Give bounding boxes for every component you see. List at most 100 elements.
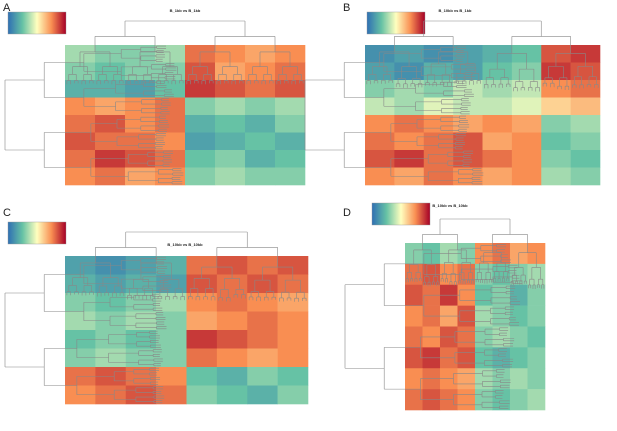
- heatmap-cell: [185, 132, 216, 151]
- heatmap-cell: [186, 367, 218, 386]
- heatmap-cell: [277, 385, 309, 405]
- heatmap-cell: [453, 115, 483, 133]
- heatmap-cell: [156, 367, 187, 386]
- heatmap-cell: [247, 293, 278, 312]
- heatmap-cell: [155, 132, 186, 151]
- heatmap-cell: [570, 97, 601, 116]
- heatmap-cell: [527, 305, 546, 327]
- heatmap-cell: [277, 367, 309, 386]
- heatmap-cell: [405, 305, 423, 327]
- heatmap-cell: [511, 132, 542, 151]
- col-dendrogram: [66, 231, 307, 302]
- heatmap-cell: [155, 150, 186, 168]
- heatmap-cell: [275, 167, 306, 186]
- col-dendrogram: [405, 218, 545, 290]
- row-dendrogram: [304, 45, 484, 185]
- heatmap-cell: [482, 97, 513, 116]
- heatmap-cell: [216, 348, 248, 368]
- heatmap-cell: [275, 97, 306, 116]
- panel-label: D: [343, 207, 351, 219]
- heatmap-cell: [492, 389, 511, 411]
- heatmap-cell: [156, 348, 187, 368]
- heatmap-cell: [215, 80, 246, 98]
- heatmap-cell: [510, 284, 528, 306]
- heatmap-cell: [245, 132, 276, 151]
- heatmap-cell: [215, 115, 246, 133]
- heatmap-cell: [186, 293, 218, 312]
- heatmap-cell: [453, 97, 483, 116]
- heatmap-cell: [482, 115, 513, 133]
- heatmap-cell: [570, 167, 601, 186]
- heatmap-cell: [155, 80, 186, 98]
- heatmap-cell: [457, 389, 476, 411]
- heatmap-cell: [511, 167, 542, 186]
- heatmap-cell: [245, 97, 276, 116]
- heatmap-cell: [216, 256, 248, 275]
- heatmap-cell: [215, 97, 246, 116]
- heatmap-cell: [155, 97, 186, 116]
- heatmap-cell: [527, 389, 546, 411]
- heatmap-cell: [453, 132, 483, 151]
- heatmap-cell: [510, 305, 528, 327]
- heatmap-cell: [65, 115, 96, 133]
- heatmap-cell: [215, 150, 246, 168]
- heatmap-cell: [247, 385, 278, 405]
- heatmap-cell: [185, 115, 216, 133]
- heatmap-cell: [510, 347, 528, 369]
- heatmap-cell: [510, 389, 528, 411]
- heatmap-cell: [541, 115, 571, 133]
- heatmap-cell: [527, 284, 546, 306]
- chart-title: B_10kb vs B_10kb: [167, 242, 203, 247]
- heatmap-cell: [186, 348, 218, 368]
- heatmap-cell: [365, 115, 395, 133]
- heatmap-cell: [492, 347, 511, 369]
- heatmap-cell: [65, 80, 96, 98]
- heatmap-cell: [527, 326, 546, 348]
- heatmap-cell: [457, 305, 476, 327]
- heatmap-cell: [453, 80, 483, 98]
- heatmap-cell: [541, 80, 571, 98]
- color-legend: [366, 11, 426, 35]
- heatmap-cell: [216, 385, 248, 405]
- heatmap-cell: [185, 167, 216, 186]
- heatmap-cell: [405, 368, 423, 390]
- heatmap-cell: [492, 284, 511, 306]
- heatmap-cell: [457, 284, 476, 306]
- color-legend: [7, 221, 67, 245]
- heatmap-cell: [247, 311, 278, 331]
- heatmap-cell: [245, 80, 276, 98]
- heatmap-cell: [245, 167, 276, 186]
- heatmap-cell: [527, 368, 546, 390]
- heatmap-cell: [453, 150, 483, 168]
- heatmap-cell: [186, 385, 218, 405]
- heatmap-cell: [423, 62, 454, 81]
- heatmap-cell: [457, 368, 476, 390]
- panel-label: A: [3, 2, 11, 14]
- heatmap-cell: [365, 132, 395, 151]
- heatmap-cell: [275, 80, 306, 98]
- heatmap-cell: [216, 330, 248, 349]
- heatmap-cell: [277, 311, 309, 331]
- heatmap-cell: [511, 150, 542, 168]
- heatmap-cell: [216, 367, 248, 386]
- heatmap-cell: [482, 80, 513, 98]
- chart-title: B_1kb vs B_1kb: [170, 8, 201, 13]
- heatmap-cell: [65, 293, 96, 312]
- row-dendrogram: [344, 244, 523, 409]
- heatmap-cell: [216, 311, 248, 331]
- heatmap-cell: [275, 115, 306, 133]
- heatmap-cell: [247, 330, 278, 349]
- heatmap-cell: [185, 80, 216, 98]
- heatmap-cell: [511, 97, 542, 116]
- heatmap-cell: [541, 150, 571, 168]
- heatmap-cell: [65, 97, 96, 116]
- heatmap-cell: [245, 150, 276, 168]
- heatmap-cell: [247, 256, 278, 275]
- heatmap-cell: [186, 256, 218, 275]
- heatmap-cell: [186, 311, 218, 331]
- panel-label: C: [3, 207, 11, 219]
- chart-title: B_10kb vs B_10kb: [432, 203, 468, 208]
- heatmap-cell: [156, 385, 187, 405]
- heatmap-cell: [155, 167, 186, 186]
- row-dendrogram: [4, 256, 172, 404]
